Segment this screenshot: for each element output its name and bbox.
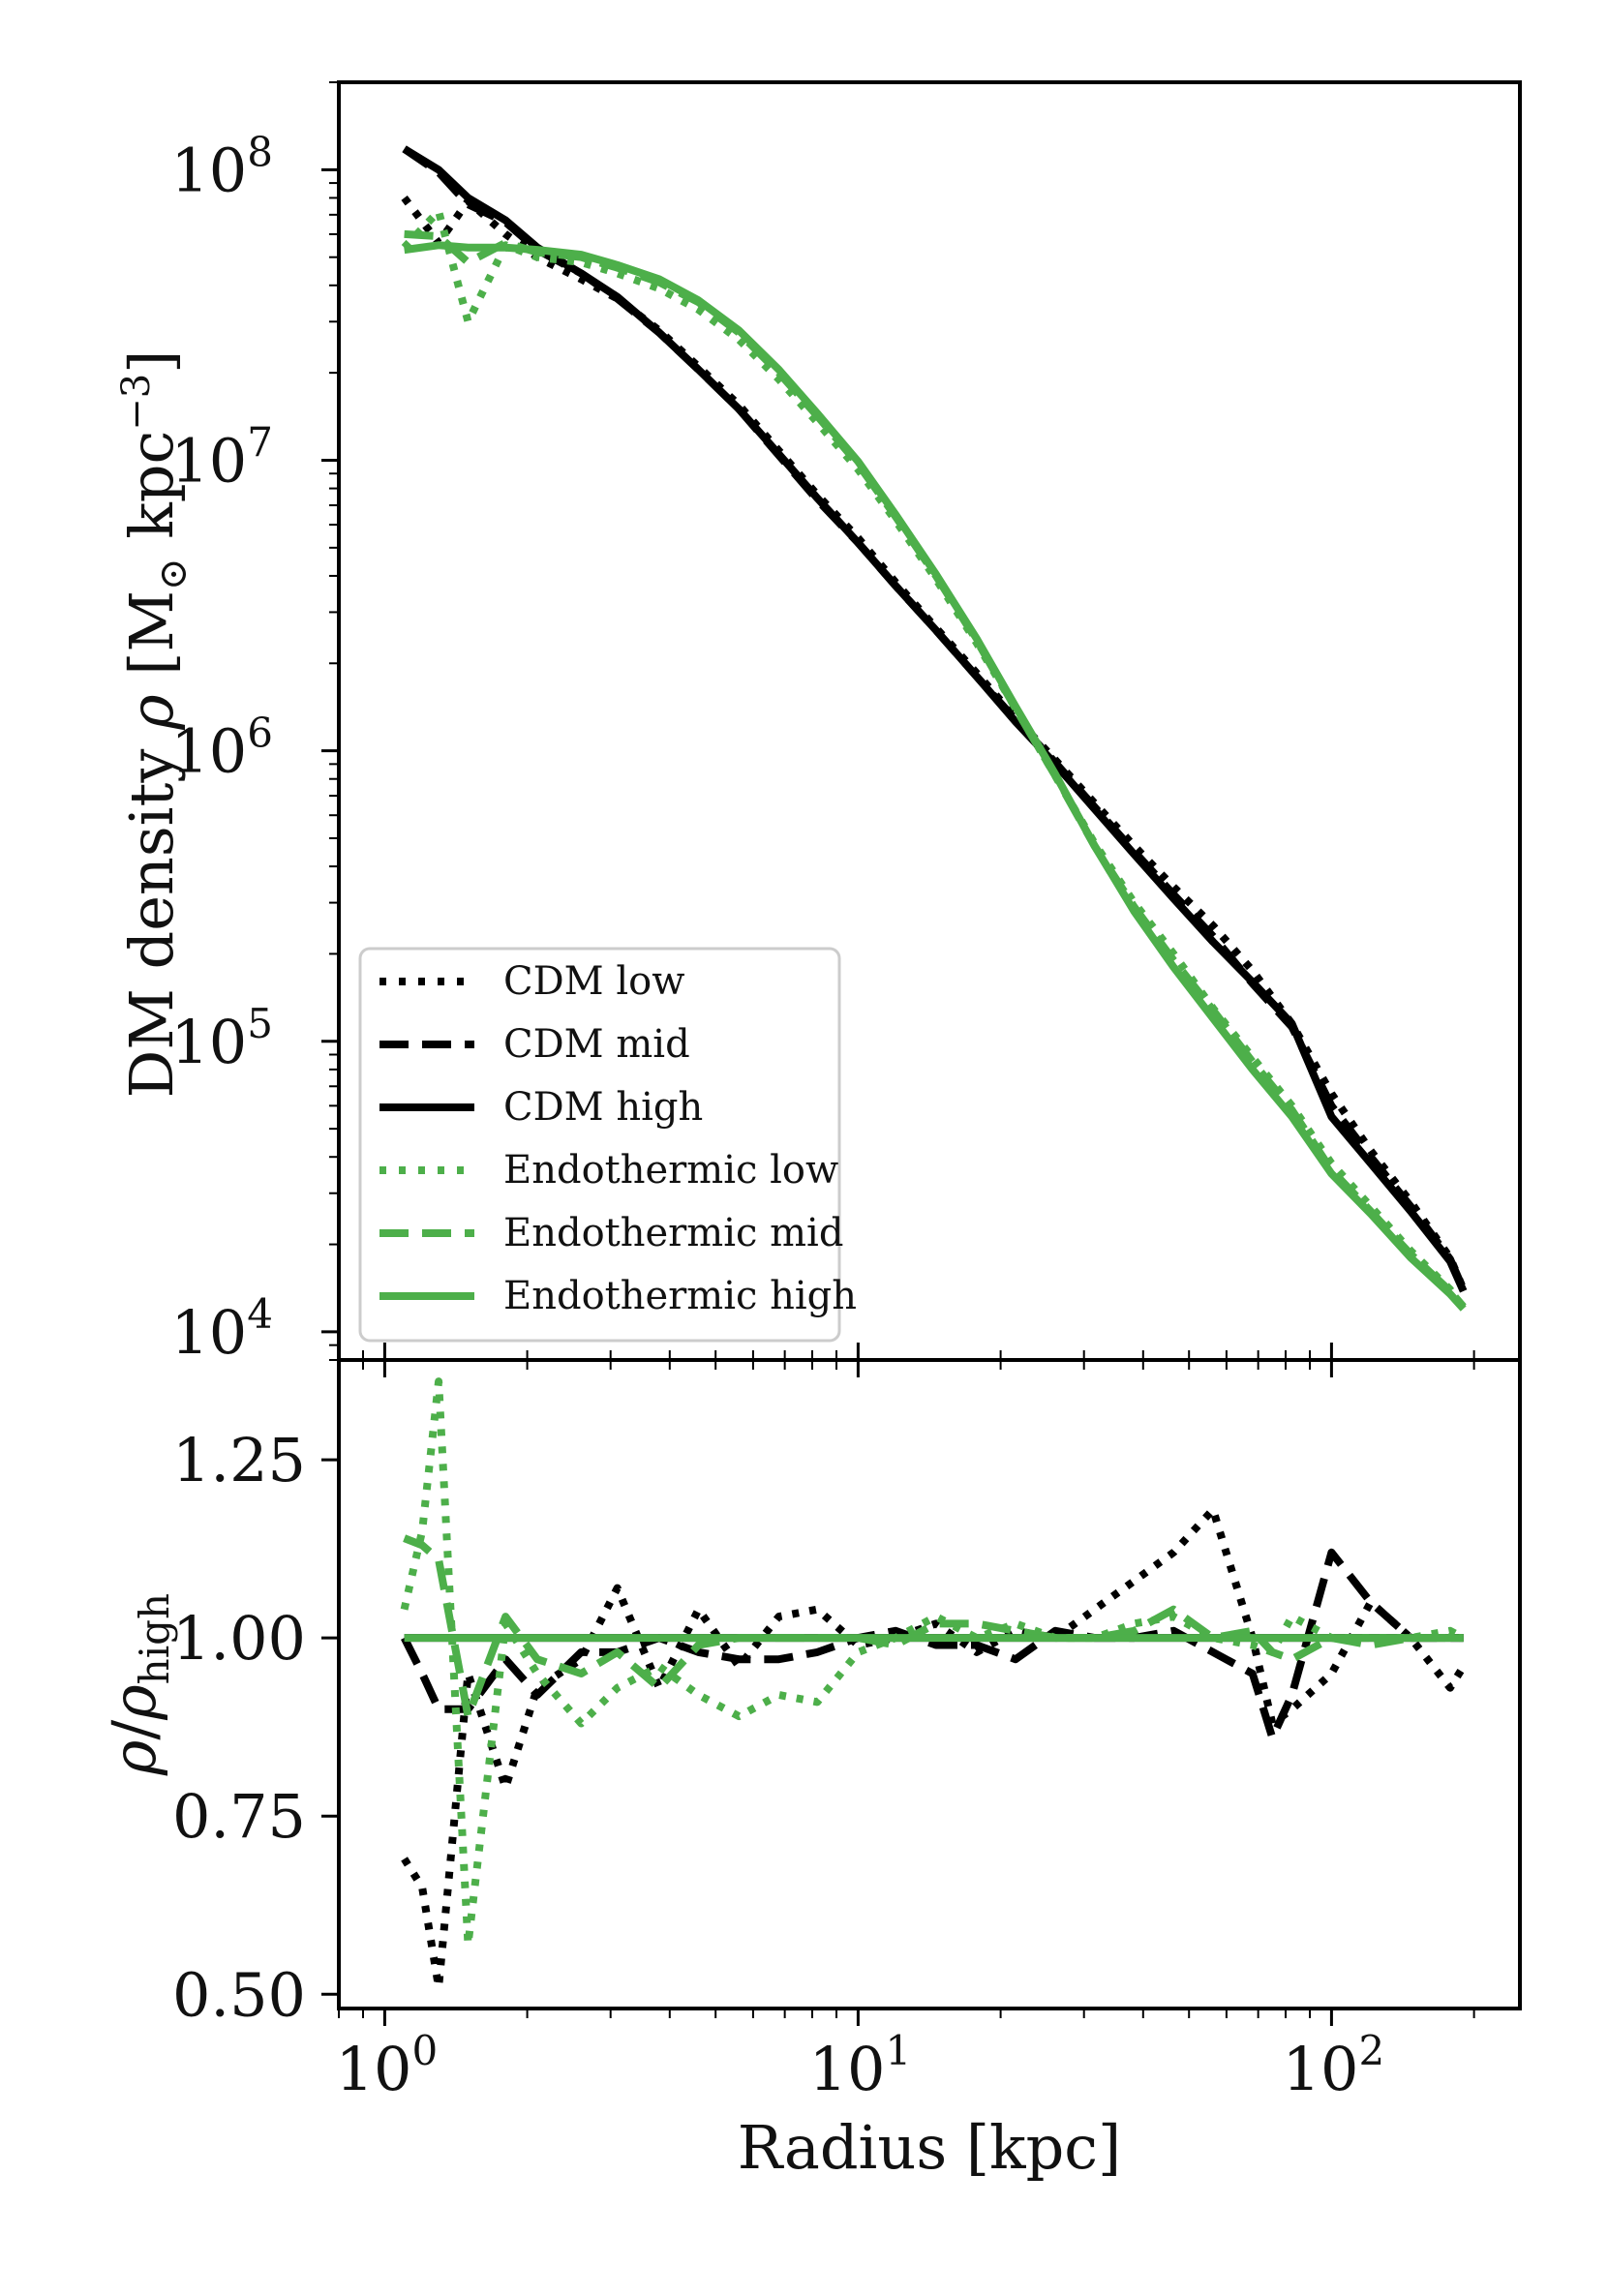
ylabel-unit-open: [M <box>116 590 187 694</box>
ratio-label-rho2: ρ <box>99 1684 169 1720</box>
legend-label: Endothermic low <box>503 1148 838 1193</box>
x-tick-label-1e2-base: 10 <box>1283 2034 1359 2104</box>
y-tick-label-1e8: 108 <box>170 128 273 205</box>
legend-label: CDM mid <box>503 1022 690 1067</box>
legend-label: CDM high <box>503 1085 703 1130</box>
ratio-label-slash: / <box>99 1720 169 1740</box>
y-tick-label-1e6-base: 10 <box>170 716 247 787</box>
x-tick-label-1e2: 102 <box>1283 2027 1385 2104</box>
ratio-label-sub: high <box>131 1593 178 1684</box>
y-tick-label-1e8-exponent: 8 <box>247 128 273 175</box>
density-series-group <box>401 145 1468 1312</box>
y-tick-label-1e5-base: 10 <box>170 1007 247 1077</box>
ratio-label-rho: ρ <box>99 1740 169 1776</box>
legend-label: Endothermic mid <box>503 1211 843 1255</box>
ratio-cdm-mid-line <box>401 1548 1464 1742</box>
ylabel-unit-close: ] <box>116 350 187 374</box>
ratio-series-group <box>400 1377 1468 1991</box>
ratio-cdm-low-line <box>401 1505 1468 1991</box>
y-tick-label-1e7-base: 10 <box>170 425 247 496</box>
y-tick-label: 1.00 <box>172 1603 306 1674</box>
density-endothermic-high-line <box>404 241 1467 1312</box>
y-tick-label-1e6: 106 <box>170 710 273 787</box>
legend: CDM low CDM mid CDM high Endothermic low End… <box>358 947 857 1343</box>
ylabel-rho: ρ <box>116 694 187 730</box>
ratio-endothermic-mid-line <box>403 1534 1464 1721</box>
y-tick-label-1e7-exponent: 7 <box>247 418 273 466</box>
legend-entries: CDM low CDM mid CDM high Endothermic low End… <box>379 959 857 1318</box>
legend-label: CDM low <box>503 959 684 1004</box>
x-tick-label-1e0: 100 <box>336 2027 439 2104</box>
ylabel-unit-sup: −3 <box>114 374 159 431</box>
y-tick-label-1e6-exponent: 6 <box>247 710 273 757</box>
y-tick-label-1e5-exponent: 5 <box>247 1000 273 1047</box>
x-tick-label-1e1-base: 10 <box>809 2034 886 2104</box>
y-tick-label-1e4-exponent: 4 <box>247 1290 273 1338</box>
x-tick-label-1e0-exponent: 0 <box>411 2027 438 2074</box>
y-tick-label: 0.50 <box>172 1959 306 2030</box>
density-cdm-low-line <box>401 195 1468 1291</box>
density-y-axis-label: DM density ρ [M⊙ kpc−3] <box>114 350 196 1099</box>
ratio-panel-frame <box>337 1358 1522 2010</box>
ylabel-prefix: DM density <box>116 730 187 1099</box>
ylabel-unit-sub: ⊙ <box>151 559 196 591</box>
y-tick-label-1e4-base: 10 <box>170 1297 247 1368</box>
density-cdm-high-line <box>402 145 1468 1293</box>
y-tick-label-1e5: 105 <box>170 1000 273 1077</box>
y-tick-label-1e7: 107 <box>170 418 273 496</box>
x-tick-label-1e2-exponent: 2 <box>1358 2027 1384 2074</box>
x-axis-label: Radius [kpc] <box>738 2112 1121 2183</box>
legend-frame <box>358 947 841 1343</box>
x-tick-label-1e1-exponent: 1 <box>885 2027 911 2074</box>
ratio-y-axis-label: ρ/ρhigh <box>99 1593 178 1776</box>
y-tick-label: 1.25 <box>172 1425 306 1495</box>
legend-label: Endothermic high <box>503 1274 857 1318</box>
x-axis-ticks: 100 101 102 <box>336 1343 1475 2104</box>
x-tick-label-1e0-base: 10 <box>336 2034 412 2104</box>
ratio-panel: 0.500.751.001.25 100 101 102 ρ/ρhigh Radiu… <box>99 1343 1522 2183</box>
ylabel-unit-mid: kpc <box>116 431 187 559</box>
y-tick-label: 0.75 <box>172 1781 306 1852</box>
y-tick-label-1e4: 104 <box>170 1290 273 1368</box>
ratio-y-ticks: 0.50 0.75 1.00 1.25 <box>172 1425 339 2030</box>
x-tick-label-1e1: 101 <box>809 2027 912 2104</box>
y-tick-label-1e8-base: 10 <box>170 135 247 205</box>
